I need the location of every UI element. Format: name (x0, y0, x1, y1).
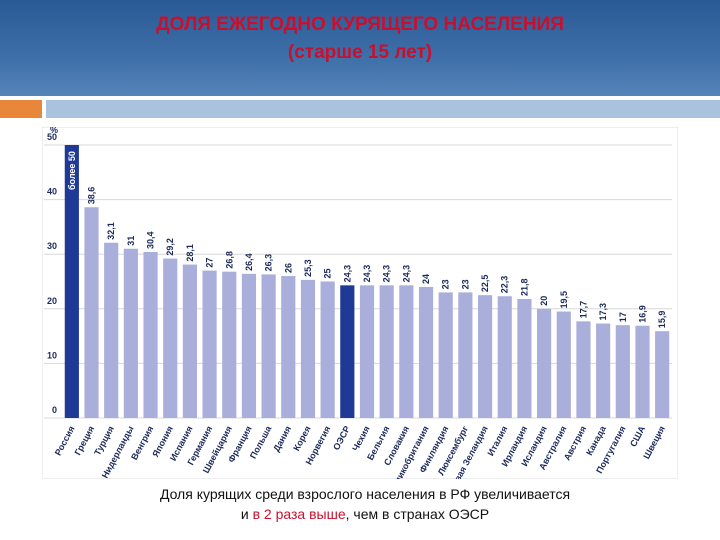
y-tick-label: 10 (47, 350, 57, 360)
accent-bar (0, 100, 42, 118)
bar (615, 325, 630, 418)
value-label: 31 (126, 236, 136, 246)
bar (241, 273, 257, 418)
caption-line: Доля курящих среди взрослого населения в… (159, 486, 571, 502)
caption-highlight: в 2 раза выше (252, 506, 346, 522)
bar (340, 285, 355, 418)
bar (537, 308, 552, 418)
caption-line: и в 2 раза выше, чем в странах ОЭСР (0, 506, 720, 522)
value-label: 23 (441, 279, 451, 289)
bar (281, 276, 296, 418)
bar (497, 296, 512, 418)
value-label: 19,5 (559, 291, 569, 309)
y-tick-label: 40 (47, 187, 57, 197)
bar (202, 270, 217, 418)
value-label: 23 (460, 279, 470, 289)
accent-strip (46, 100, 720, 118)
title: ДОЛЯ ЕЖЕГОДНО КУРЯЩЕГО НАСЕЛЕНИЯ (156, 14, 564, 35)
value-label: 21,8 (519, 278, 529, 296)
value-label: 22,3 (500, 276, 510, 294)
value-label: 17 (618, 312, 628, 322)
value-label: 15,9 (657, 311, 667, 329)
value-label: 26,8 (224, 251, 234, 269)
header: ДОЛЯ ЕЖЕГОДНО КУРЯЩЕГО НАСЕЛЕНИЯ (старше… (0, 0, 720, 96)
bar (104, 242, 119, 418)
bar (143, 252, 158, 418)
value-label: 20 (539, 296, 549, 306)
bar (418, 286, 434, 418)
bar (576, 321, 591, 418)
bar (458, 292, 473, 418)
subtitle: (старше 15 лет) (287, 42, 433, 63)
bar (182, 264, 197, 418)
value-label: 17,7 (578, 301, 588, 319)
bar (655, 331, 670, 418)
bar (261, 274, 276, 418)
value-label: 29,2 (165, 238, 175, 256)
y-tick-label: 30 (47, 241, 57, 251)
bar (64, 145, 79, 418)
value-label: 38,6 (87, 187, 97, 205)
bar (163, 258, 178, 418)
bar (84, 207, 99, 418)
y-axis-label: % (50, 127, 58, 135)
bar (517, 298, 532, 418)
value-label: 25,3 (303, 259, 313, 277)
value-label: 17,3 (598, 303, 608, 321)
value-label: 26,3 (264, 254, 274, 272)
value-label: 24 (421, 274, 431, 284)
caption-text: , чем в странах ОЭСР (345, 506, 490, 522)
bar (222, 271, 237, 418)
y-tick-label: 0 (52, 405, 57, 415)
bar (399, 285, 414, 418)
y-tick-label: 20 (47, 296, 57, 306)
bar (438, 292, 453, 418)
bar (359, 285, 375, 418)
bar (556, 311, 571, 418)
value-label: 25 (323, 268, 333, 278)
value-label: 26 (283, 263, 293, 273)
bar (596, 323, 611, 418)
caption-text: и (240, 506, 253, 522)
value-label: 27 (205, 258, 215, 268)
value-label: 16,9 (637, 305, 647, 323)
value-label: 26,4 (244, 253, 254, 271)
bar (477, 295, 493, 418)
bar (379, 285, 394, 418)
bar (320, 281, 335, 418)
value-label: 30,4 (146, 231, 156, 249)
value-label: 32,1 (106, 222, 116, 240)
bar (300, 279, 316, 418)
value-label: 24,3 (342, 265, 352, 283)
value-label: 24,3 (362, 265, 372, 283)
value-label: 24,3 (382, 265, 392, 283)
value-label: 24,3 (401, 265, 411, 283)
value-label: более 50 (67, 151, 77, 190)
value-label: 28,1 (185, 244, 195, 262)
bar (123, 248, 138, 418)
y-tick-label: 50 (47, 132, 57, 142)
bar (635, 325, 650, 418)
value-label: 22,5 (480, 275, 490, 293)
